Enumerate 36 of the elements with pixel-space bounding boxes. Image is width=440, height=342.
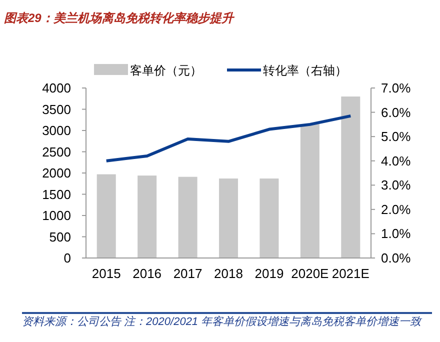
- legend-label: 转化率（右轴）: [263, 64, 347, 78]
- legend-label: 客单价（元）: [130, 64, 202, 78]
- y-tick-label: 3000: [42, 123, 71, 138]
- x-tick-label: 2018: [214, 266, 243, 281]
- x-tick-label: 2017: [173, 266, 202, 281]
- x-tick-label: 2020E: [291, 266, 330, 281]
- y2-tick-label: 6.0%: [381, 104, 412, 120]
- bar: [341, 96, 360, 258]
- y-tick-label: 1500: [42, 186, 71, 202]
- y2-tick-label: 2.0%: [381, 202, 412, 217]
- line-series: [104, 114, 352, 162]
- y-tick-label: 2000: [42, 166, 71, 180]
- bar: [300, 124, 320, 258]
- chart-title: 图表29：美兰机场离岛免税转化率稳步提升: [4, 11, 236, 25]
- x-tick-label: 2016: [132, 266, 162, 281]
- x-tick-label: 2019: [254, 266, 284, 281]
- y2-tick-label: 4.0%: [381, 153, 412, 168]
- bar: [96, 174, 116, 258]
- bar: [178, 176, 198, 258]
- x-tick-label: 2015: [92, 266, 121, 281]
- y-tick-label: 0: [64, 250, 71, 266]
- y-tick-label: 4000: [42, 80, 71, 96]
- y2-tick-label: 1.0%: [381, 226, 412, 242]
- bar: [219, 178, 238, 258]
- bar: [260, 178, 279, 258]
- y-tick-label: 1000: [42, 208, 71, 223]
- y-tick-label: 2500: [42, 144, 71, 160]
- bar: [138, 176, 157, 258]
- y2-tick-label: 3.0%: [381, 178, 412, 193]
- y-tick-label: 500: [49, 229, 71, 244]
- text: 资料来源：公司公告 注：2020/2021 年客单价假设增速与离岛免税客单价增速一致: [22, 316, 424, 329]
- y2-tick-label: 5.0%: [381, 129, 412, 144]
- x-tick-label: 2021E: [332, 266, 370, 281]
- y-tick-label: 3500: [42, 102, 71, 117]
- y2-tick-label: 7.0%: [381, 80, 412, 96]
- y2-tick-label: 0.0%: [381, 250, 412, 266]
